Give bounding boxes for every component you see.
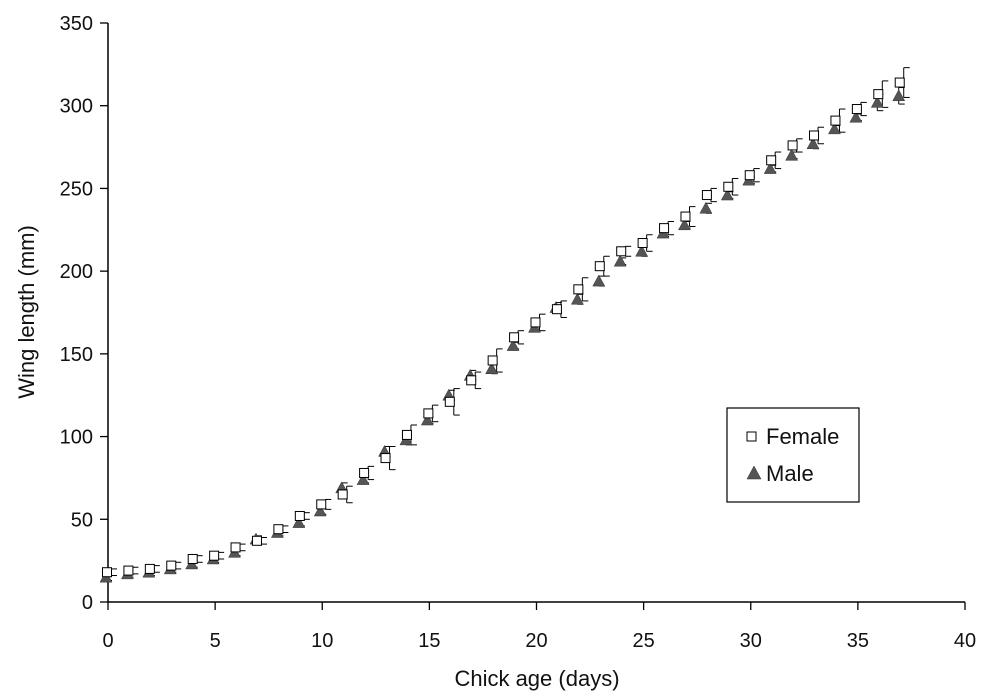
female-point: [359, 467, 370, 478]
male-point: [870, 95, 884, 108]
female-point: [873, 89, 884, 100]
x-tick-label: 35: [847, 630, 869, 652]
female-point: [851, 104, 862, 115]
y-tick-label: 50: [71, 509, 93, 531]
female-point: [594, 261, 605, 272]
female-point: [251, 535, 262, 546]
legend-male-marker: [746, 465, 762, 480]
female-point: [616, 246, 627, 257]
male-point: [720, 188, 734, 201]
y-axis-title: Wing length (mm): [14, 225, 39, 399]
y-tick-label: 350: [60, 13, 93, 35]
female-point: [530, 317, 541, 328]
female-point: [337, 489, 348, 500]
male-point: [356, 473, 370, 485]
male-point: [635, 244, 649, 257]
x-tick-label: 20: [525, 630, 547, 652]
female-point: [466, 375, 477, 386]
male-point: [485, 362, 499, 374]
male-point: [892, 89, 906, 102]
x-axis-title: Chick age (days): [454, 666, 619, 691]
legend-female-marker: [746, 431, 757, 442]
female-point: [401, 429, 412, 440]
female-point: [701, 190, 712, 201]
male-point: [506, 339, 520, 351]
y-tick-label: 300: [60, 96, 93, 118]
x-tick-label: 0: [102, 630, 113, 652]
female-point: [744, 170, 755, 181]
male-point: [828, 122, 841, 135]
x-tick-label: 30: [740, 630, 762, 652]
male-point: [763, 162, 777, 174]
y-axis-ticks: 0 50 100 150 200 250 300 350: [60, 13, 108, 614]
female-point: [659, 223, 670, 234]
x-tick-label: 40: [954, 630, 976, 652]
legend-male-label: Male: [766, 461, 814, 486]
male-point: [313, 504, 327, 517]
female-point: [230, 542, 241, 553]
data-points: [99, 77, 906, 583]
female-point: [123, 565, 134, 576]
y-tick-label: 150: [60, 344, 93, 366]
female-point: [273, 524, 284, 535]
x-axis-ticks: 0 5 10 15 20 25 30 35 40: [102, 602, 976, 652]
male-point: [785, 148, 799, 161]
legend-box: [726, 407, 860, 503]
male-point: [570, 292, 584, 305]
x-tick-label: 10: [311, 630, 333, 652]
male-point: [849, 110, 863, 123]
male-point: [292, 516, 306, 528]
female-point: [894, 77, 905, 88]
x-tick-label: 15: [418, 630, 440, 652]
y-tick-label: 250: [60, 178, 93, 200]
female-point: [166, 560, 177, 571]
male-point: [420, 413, 434, 426]
male-point: [592, 274, 606, 287]
female-point: [551, 304, 562, 315]
male-point: [613, 254, 627, 267]
female-point: [573, 284, 584, 295]
x-tick-label: 25: [633, 630, 655, 652]
y-tick-label: 100: [60, 427, 93, 449]
legend-female-label: Female: [766, 424, 839, 449]
female-point: [144, 563, 155, 574]
female-point: [723, 181, 734, 192]
legend: Female Male: [726, 407, 860, 503]
female-point: [509, 332, 520, 343]
female-point: [444, 396, 455, 407]
female-point: [487, 355, 498, 366]
female-point: [766, 155, 777, 166]
male-point: [806, 137, 820, 150]
y-tick-label: 0: [82, 592, 93, 614]
x-tick-label: 5: [210, 630, 221, 652]
female-point: [187, 553, 198, 564]
female-point: [294, 510, 305, 521]
female-point: [787, 140, 798, 151]
female-point: [423, 408, 434, 419]
male-point: [678, 218, 691, 231]
female-point: [102, 567, 112, 578]
female-point: [316, 499, 327, 510]
female-point: [209, 550, 220, 561]
female-point: [680, 211, 691, 222]
y-tick-label: 200: [60, 261, 93, 283]
female-point: [830, 115, 841, 126]
female-point: [380, 453, 391, 464]
axes: [107, 23, 965, 603]
male-point: [699, 201, 713, 214]
female-point: [637, 238, 648, 249]
female-point: [809, 130, 820, 141]
